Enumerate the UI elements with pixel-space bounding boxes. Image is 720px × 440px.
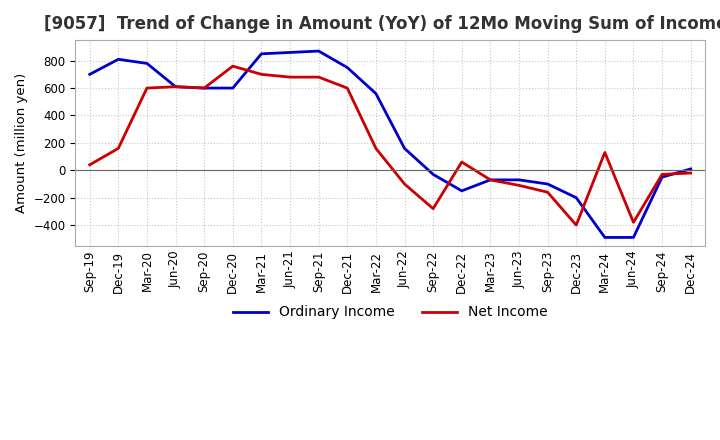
Ordinary Income [86, 72, 94, 77]
Ordinary Income [372, 91, 380, 96]
Net Income [629, 220, 638, 225]
Ordinary Income [429, 172, 438, 177]
Ordinary Income [171, 84, 180, 89]
Net Income [257, 72, 266, 77]
Legend: Ordinary Income, Net Income: Ordinary Income, Net Income [228, 300, 553, 325]
Net Income [429, 206, 438, 211]
Net Income [486, 177, 495, 183]
Net Income [658, 172, 667, 177]
Ordinary Income [457, 188, 466, 194]
Ordinary Income [572, 195, 580, 200]
Y-axis label: Amount (million yen): Amount (million yen) [15, 73, 28, 213]
Ordinary Income [343, 65, 351, 70]
Net Income [515, 183, 523, 188]
Net Income [343, 85, 351, 91]
Net Income [400, 181, 409, 187]
Net Income [114, 146, 122, 151]
Ordinary Income [400, 146, 409, 151]
Ordinary Income [286, 50, 294, 55]
Net Income [228, 63, 237, 69]
Net Income [86, 162, 94, 168]
Net Income [315, 74, 323, 80]
Net Income [572, 223, 580, 228]
Title: [9057]  Trend of Change in Amount (YoY) of 12Mo Moving Sum of Incomes: [9057] Trend of Change in Amount (YoY) o… [43, 15, 720, 33]
Ordinary Income [257, 51, 266, 56]
Net Income [200, 85, 209, 91]
Ordinary Income [686, 166, 695, 172]
Ordinary Income [114, 57, 122, 62]
Ordinary Income [200, 85, 209, 91]
Ordinary Income [600, 235, 609, 240]
Ordinary Income [315, 48, 323, 54]
Ordinary Income [228, 85, 237, 91]
Net Income [372, 146, 380, 151]
Net Income [286, 74, 294, 80]
Ordinary Income [629, 235, 638, 240]
Net Income [457, 159, 466, 165]
Line: Net Income: Net Income [90, 66, 690, 225]
Ordinary Income [486, 177, 495, 183]
Ordinary Income [515, 177, 523, 183]
Line: Ordinary Income: Ordinary Income [90, 51, 690, 238]
Net Income [171, 84, 180, 89]
Net Income [686, 170, 695, 176]
Ordinary Income [544, 181, 552, 187]
Ordinary Income [658, 175, 667, 180]
Ordinary Income [143, 61, 151, 66]
Net Income [600, 150, 609, 155]
Net Income [544, 190, 552, 195]
Net Income [143, 85, 151, 91]
